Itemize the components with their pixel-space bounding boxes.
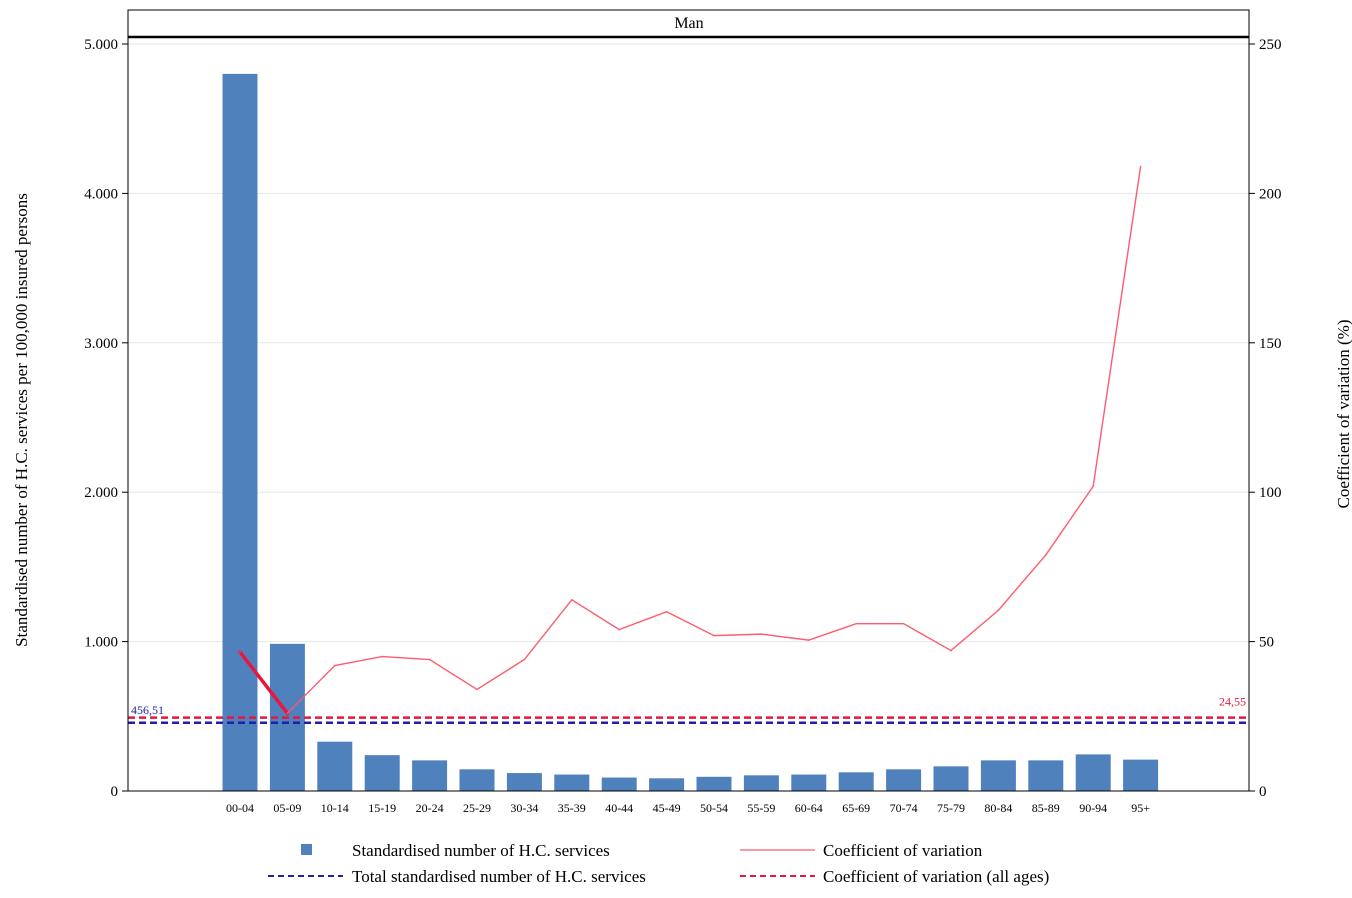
cv-point	[950, 649, 952, 652]
cv-point	[381, 655, 384, 658]
legend-label-cv: Coefficient of variation	[823, 841, 983, 860]
bar	[791, 774, 827, 791]
x-tick-label: 50-54	[700, 801, 728, 815]
cv-point	[618, 628, 620, 631]
bar	[459, 769, 495, 791]
bar	[980, 760, 1016, 791]
cv-point	[808, 639, 810, 641]
bar	[601, 777, 637, 791]
x-tick-label: 90-94	[1079, 801, 1107, 815]
bar	[364, 755, 400, 791]
bar	[743, 775, 779, 791]
bar	[1123, 759, 1159, 791]
plot-frame	[127, 9, 1250, 792]
y2-tick-label: 250	[1259, 37, 1282, 53]
reference-lines: 456,51 24,55	[128, 695, 1249, 725]
reference-label: 24,55	[1219, 695, 1246, 709]
bar-series	[222, 73, 1159, 791]
cv-point	[760, 633, 763, 635]
y-tick-label: 5.000	[84, 37, 118, 53]
cv-point	[855, 622, 857, 625]
legend: Standardised number of H.C. services Coe…	[268, 841, 1049, 886]
x-tick-label: 00-04	[226, 801, 254, 815]
y2-tick-label: 200	[1259, 186, 1282, 202]
bar	[696, 776, 732, 791]
y2-tick-label: 100	[1259, 485, 1282, 501]
bar	[1075, 754, 1111, 791]
y-tick-label: 2.000	[84, 485, 118, 501]
x-tick-label: 85-89	[1032, 801, 1060, 815]
y-tick-label: 4.000	[84, 186, 118, 202]
cv-line-series	[238, 165, 1142, 716]
x-tick-label: 60-64	[795, 801, 823, 815]
legend-label-bars: Standardised number of H.C. services	[352, 841, 610, 860]
cv-point	[334, 664, 336, 667]
x-tick-label: 05-09	[273, 801, 301, 815]
cv-point	[286, 712, 289, 715]
cv-point	[428, 658, 431, 661]
y2-axis-title: Coefficient of variation (%)	[1334, 320, 1352, 509]
panel-title: Man	[674, 15, 703, 32]
gridlines	[128, 43, 1249, 643]
reference-label: 456,51	[131, 703, 164, 717]
x-tick-label: 20-24	[416, 801, 444, 815]
x-tick-label: 10-14	[321, 801, 349, 815]
cv-point	[239, 651, 241, 653]
cv-point	[902, 622, 905, 625]
cv-line	[286, 166, 1142, 714]
cv-point	[997, 609, 1000, 612]
x-tick-label: 40-44	[605, 801, 633, 815]
x-tick-label: 75-79	[937, 801, 965, 815]
x-tick-label: 35-39	[558, 801, 586, 815]
y-tick-label: 3.000	[84, 336, 118, 352]
y-axis-title: Standardised number of H.C. services per…	[12, 193, 31, 647]
y2-tick-label: 0	[1259, 784, 1267, 800]
x-tick-label: 45-49	[653, 801, 681, 815]
x-tick-label: 70-74	[890, 801, 918, 815]
legend-label-cv-all: Coefficient of variation (all ages)	[823, 867, 1049, 886]
bar	[649, 778, 685, 791]
cv-line-segment-highlight	[238, 650, 290, 716]
cv-point	[713, 634, 715, 637]
legend-label-total: Total standardised number of H.C. servic…	[352, 867, 646, 886]
cv-point	[476, 688, 478, 691]
bar	[222, 73, 258, 791]
cv-point	[523, 658, 526, 661]
x-tick-label: 30-34	[510, 801, 538, 815]
y-tick-label: 0	[111, 784, 119, 800]
bar	[838, 772, 874, 791]
cv-point	[665, 610, 668, 613]
cv-point	[1045, 554, 1047, 556]
legend-swatch-bars	[301, 844, 312, 855]
x-tick-label: 80-84	[984, 801, 1012, 815]
y2-tick-label: 150	[1259, 336, 1282, 352]
cv-point	[1139, 165, 1142, 168]
cv-point	[571, 598, 573, 601]
bar	[554, 774, 590, 791]
bar	[1028, 760, 1064, 791]
cv-point	[1092, 485, 1094, 488]
y-tick-label: 1.000	[84, 635, 118, 651]
x-tick-label: 65-69	[842, 801, 870, 815]
x-tick-label: 15-19	[368, 801, 396, 815]
bar	[317, 741, 353, 791]
bar	[412, 760, 448, 791]
bar	[933, 766, 969, 791]
x-tick-label: 55-59	[747, 801, 775, 815]
bar	[506, 773, 542, 791]
y-axis-left: 0 1.000 2.000 3.000 4.000 5.000	[84, 37, 128, 800]
y-axis-right: 0 50 100 150 200 250	[1249, 37, 1282, 800]
x-axis: 00-04 05-09 10-14 15-19 20-24 25-29 30-34 35-39…	[226, 801, 1150, 815]
x-tick-label: 25-29	[463, 801, 491, 815]
y2-tick-label: 50	[1259, 635, 1274, 651]
bar	[886, 769, 922, 791]
axes: Man	[127, 9, 1250, 792]
x-tick-label: 95+	[1131, 801, 1150, 815]
